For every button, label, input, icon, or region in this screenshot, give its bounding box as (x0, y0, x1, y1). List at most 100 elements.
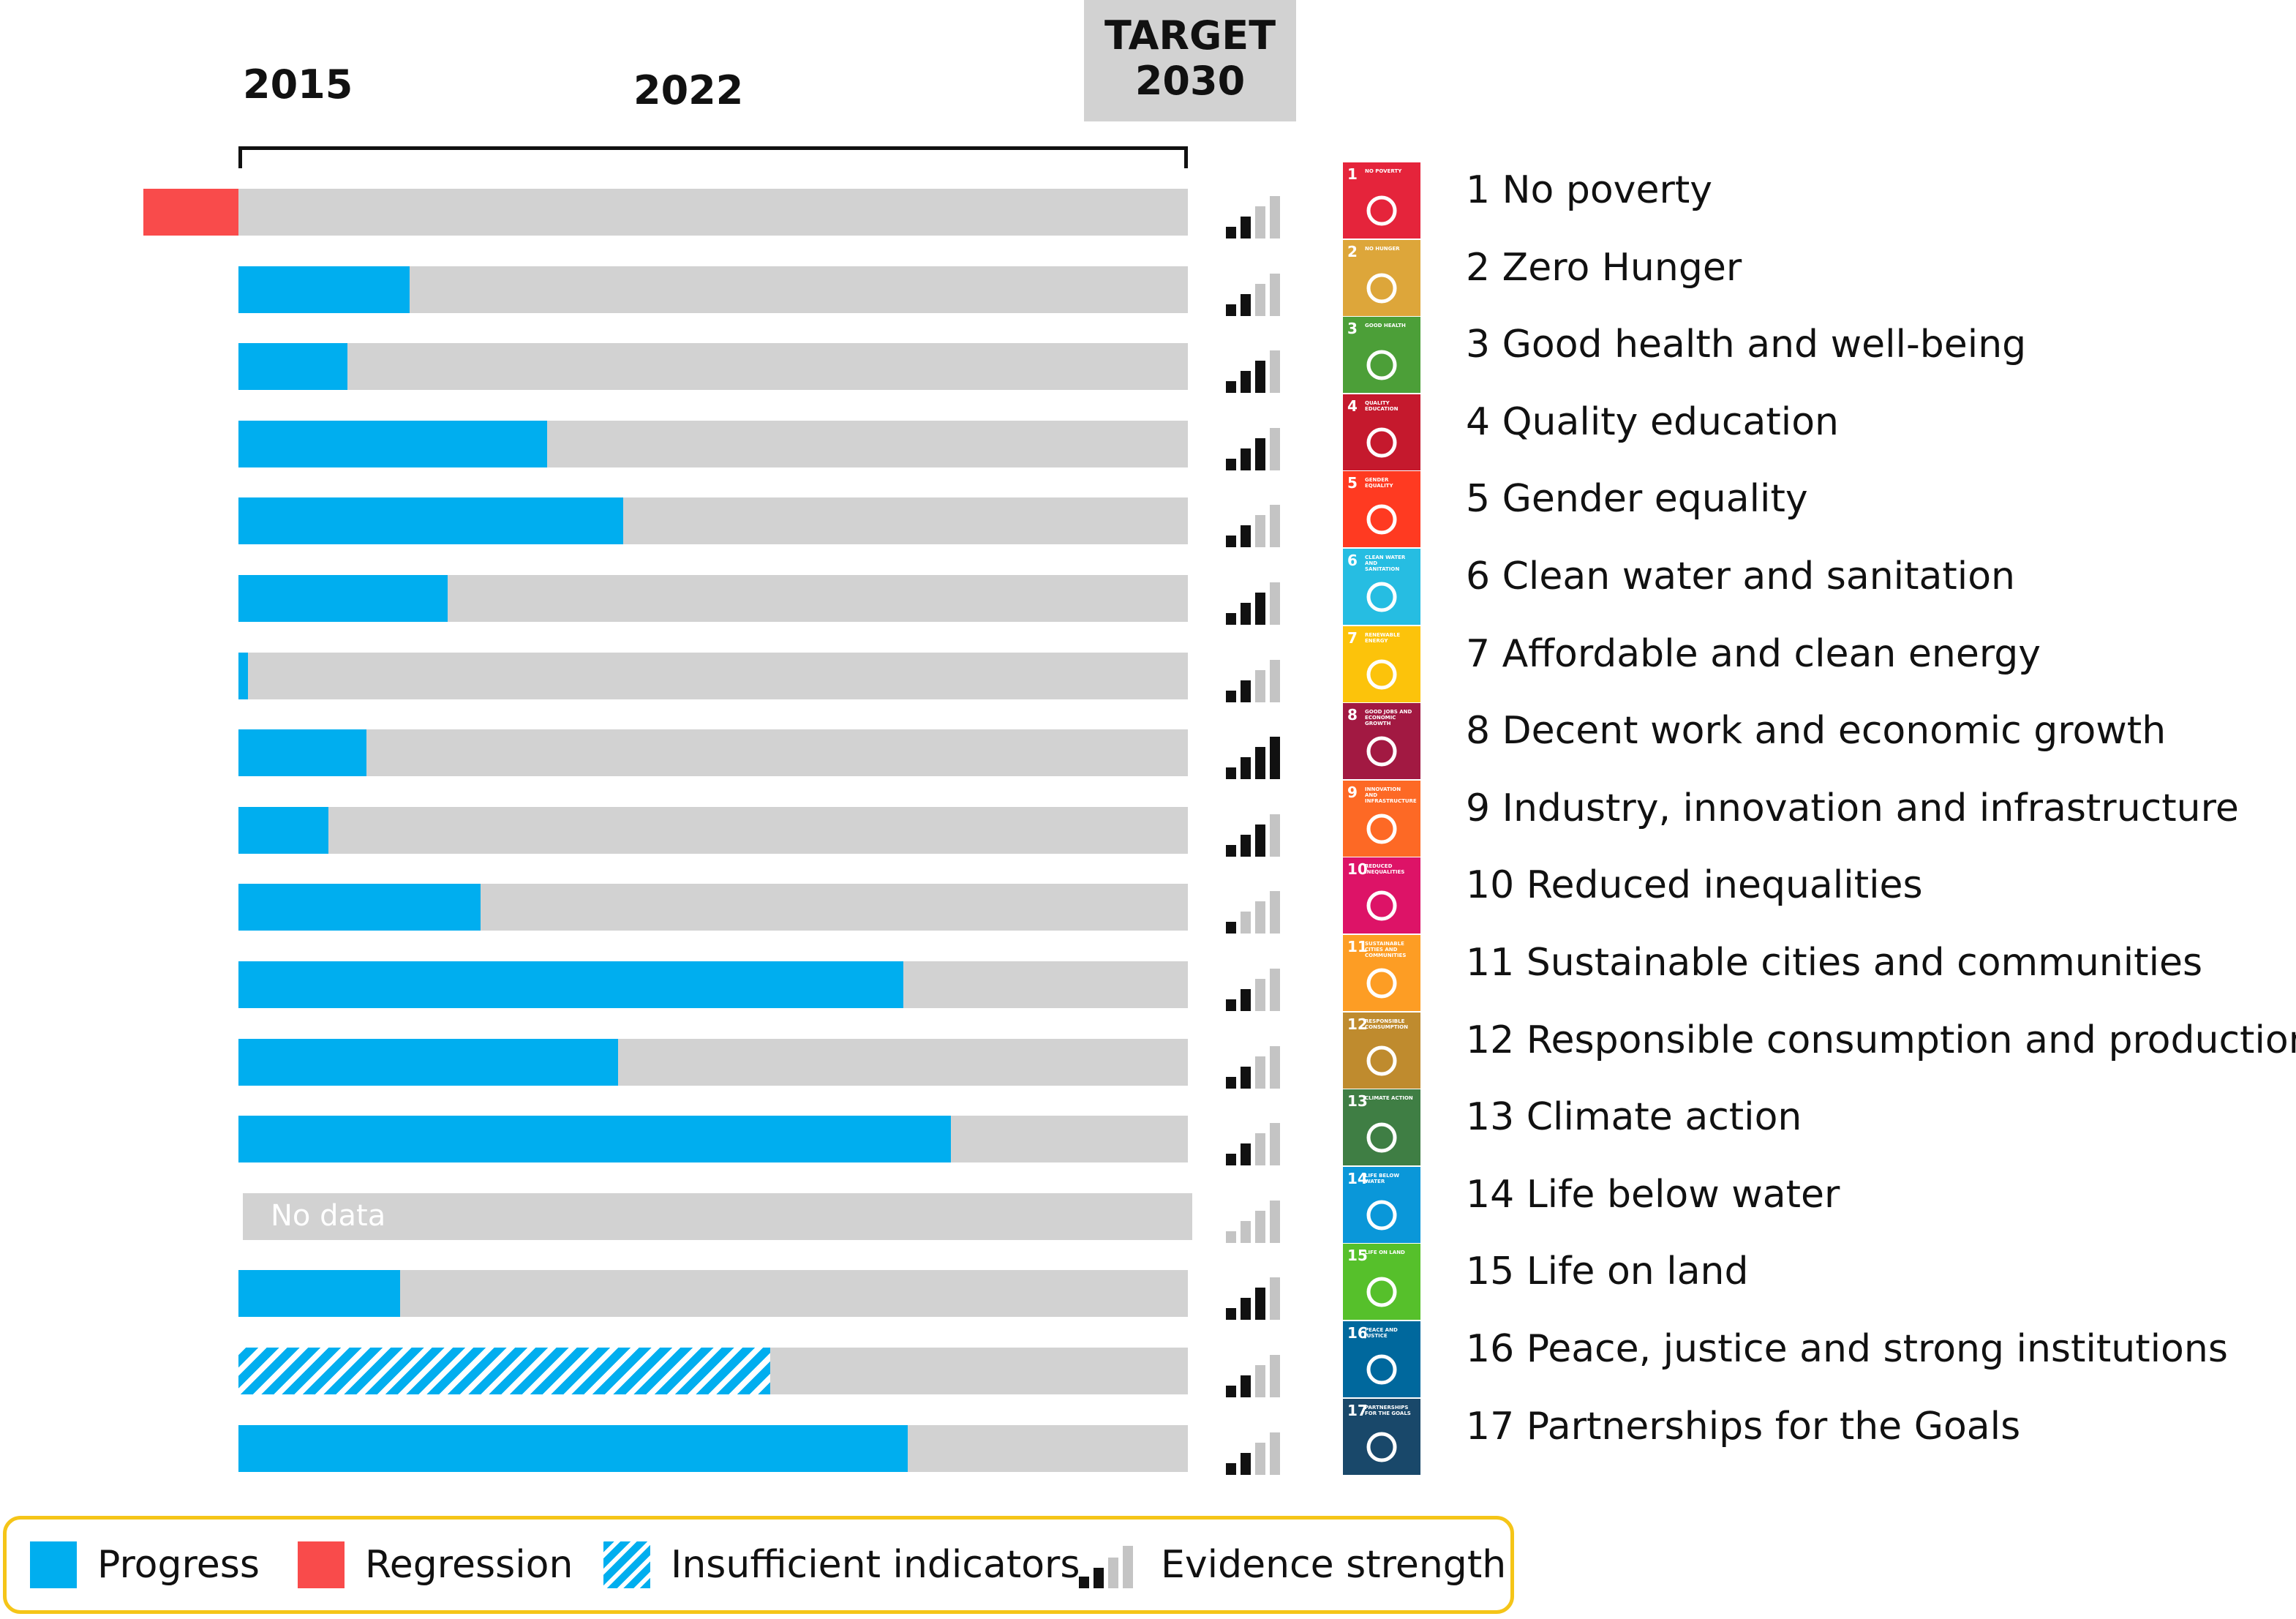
goal-pictogram-icon (1366, 814, 1397, 844)
evidence-bar (1241, 1221, 1251, 1243)
progress-bar (238, 653, 248, 699)
tile-number: 9 (1347, 784, 1358, 801)
tile-caption: SUSTAINABLE CITIES AND COMMUNITIES (1365, 941, 1407, 958)
evidence-bar (1255, 979, 1265, 1011)
goal-pictogram-icon (1366, 1122, 1397, 1153)
goal-pictogram-icon (1366, 1045, 1397, 1076)
insufficient-bar (238, 1348, 770, 1394)
progress-bar (238, 343, 348, 390)
tile-number: 4 (1347, 397, 1358, 415)
evidence-strength-icon (1226, 269, 1299, 316)
progress-bar (238, 884, 481, 931)
timeline-bracket (238, 146, 1188, 168)
goal-row: 10 REDUCED INEQUALITIES 10 Reduced inequal… (0, 857, 2296, 957)
header-year-2015: 2015 (243, 61, 353, 108)
sdg-goal-15-icon: 15 LIFE ON LAND (1343, 1244, 1420, 1320)
evidence-bar (1255, 1133, 1265, 1165)
progress-track (238, 497, 1188, 544)
tile-number: 16 (1347, 1324, 1368, 1342)
tile-number: 2 (1347, 243, 1358, 260)
evidence-bar (1270, 1277, 1280, 1320)
sdg-goal-16-icon: 16 PEACE AND JUSTICE (1343, 1321, 1420, 1397)
goal-label: 8 Decent work and economic growth (1466, 709, 2167, 753)
evidence-bar (1255, 1288, 1265, 1320)
tile-number: 10 (1347, 860, 1368, 878)
goal-label: 12 Responsible consumption and productio… (1466, 1018, 2296, 1062)
legend-insufficient: Insufficient indicators (603, 1520, 1080, 1610)
goal-row: No data 14 LIFE BELOW WATER 14 Life below w… (0, 1167, 2296, 1266)
evidence-bar (1226, 691, 1236, 702)
goal-row: 12 RESPONSIBLE CONSUMPTION 12 Responsible … (0, 1013, 2296, 1112)
evidence-bar (1255, 1056, 1265, 1089)
goal-row: 13 CLIMATE ACTION 13 Climate action (0, 1089, 2296, 1189)
evidence-bar (1270, 274, 1280, 316)
goal-pictogram-icon (1366, 1354, 1397, 1385)
tile-number: 15 (1347, 1247, 1368, 1264)
progress-bar (238, 421, 547, 467)
evidence-bar (1226, 845, 1236, 857)
evidence-bar (1241, 1453, 1251, 1475)
evidence-bar (1226, 922, 1236, 934)
evidence-bar (1270, 1432, 1280, 1475)
evidence-bar (1226, 459, 1236, 470)
progress-track (238, 1270, 1188, 1317)
evidence-bar (1226, 1231, 1236, 1243)
evidence-bar (1270, 737, 1280, 779)
evidence-bar (1255, 515, 1265, 547)
tile-number: 7 (1347, 629, 1358, 647)
progress-track (238, 729, 1188, 776)
evidence-bar (1226, 304, 1236, 316)
legend-evidence-label: Evidence strength (1161, 1543, 1507, 1587)
evidence-bar (1241, 912, 1251, 934)
tile-caption: PEACE AND JUSTICE (1365, 1327, 1398, 1339)
goal-label: 13 Climate action (1466, 1095, 1802, 1139)
sdg-goal-10-icon: 10 REDUCED INEQUALITIES (1343, 857, 1420, 934)
evidence-bar (1241, 294, 1251, 316)
progress-track (238, 575, 1188, 622)
goal-pictogram-icon (1366, 736, 1397, 767)
goal-label: 5 Gender equality (1466, 477, 1808, 521)
legend: Progress Regression Insufficient indicat… (3, 1516, 1514, 1614)
goal-row: 7 RENEWABLE ENERGY 7 Affordable and clean … (0, 626, 2296, 726)
progress-bar (238, 1425, 908, 1472)
target-2030-box: TARGET 2030 (1084, 0, 1296, 121)
evidence-bar (1255, 1443, 1265, 1475)
tile-number: 17 (1347, 1402, 1368, 1419)
evidence-bar (1255, 747, 1265, 779)
evidence-bar (1241, 1143, 1251, 1165)
evidence-bar (1226, 767, 1236, 779)
sdg-goal-3-icon: 3 GOOD HEALTH (1343, 317, 1420, 393)
goal-pictogram-icon (1366, 350, 1397, 380)
tile-caption: RENEWABLE ENERGY (1365, 632, 1401, 644)
sdg-goal-13-icon: 13 CLIMATE ACTION (1343, 1089, 1420, 1165)
legend-evidence: Evidence strength (1079, 1520, 1506, 1610)
evidence-strength-icon (1226, 424, 1299, 470)
goal-pictogram-icon (1366, 968, 1397, 999)
evidence-strength-icon (1226, 732, 1299, 779)
progress-bar (238, 1116, 951, 1162)
evidence-bar (1270, 428, 1280, 470)
evidence-bar (1270, 196, 1280, 238)
sdg-goal-9-icon: 9 INNOVATION AND INFRASTRUCTURE (1343, 781, 1420, 857)
tile-number: 5 (1347, 474, 1358, 492)
evidence-bar (1241, 1298, 1251, 1320)
progress-bar (238, 1039, 619, 1086)
tile-caption: LIFE ON LAND (1365, 1250, 1405, 1255)
goal-row: 16 PEACE AND JUSTICE 16 Peace, justice and… (0, 1321, 2296, 1421)
progress-track (238, 266, 1188, 313)
regression-bar (143, 189, 238, 236)
progress-track (238, 884, 1188, 931)
evidence-strength-icon (1226, 500, 1299, 547)
evidence-bar (1241, 680, 1251, 702)
evidence-bar (1241, 448, 1251, 470)
goal-pictogram-icon (1366, 659, 1397, 690)
evidence-strength-icon (1226, 964, 1299, 1011)
evidence-bar (1255, 361, 1265, 393)
goal-row: 2 NO HUNGER 2 Zero Hunger (0, 240, 2296, 339)
evidence-bar (1241, 217, 1251, 238)
goal-row: 3 GOOD HEALTH 3 Good health and well-being (0, 317, 2296, 416)
tile-number: 3 (1347, 320, 1358, 337)
tile-number: 12 (1347, 1015, 1368, 1033)
evidence-bar (1241, 603, 1251, 625)
evidence-bar (1226, 613, 1236, 625)
